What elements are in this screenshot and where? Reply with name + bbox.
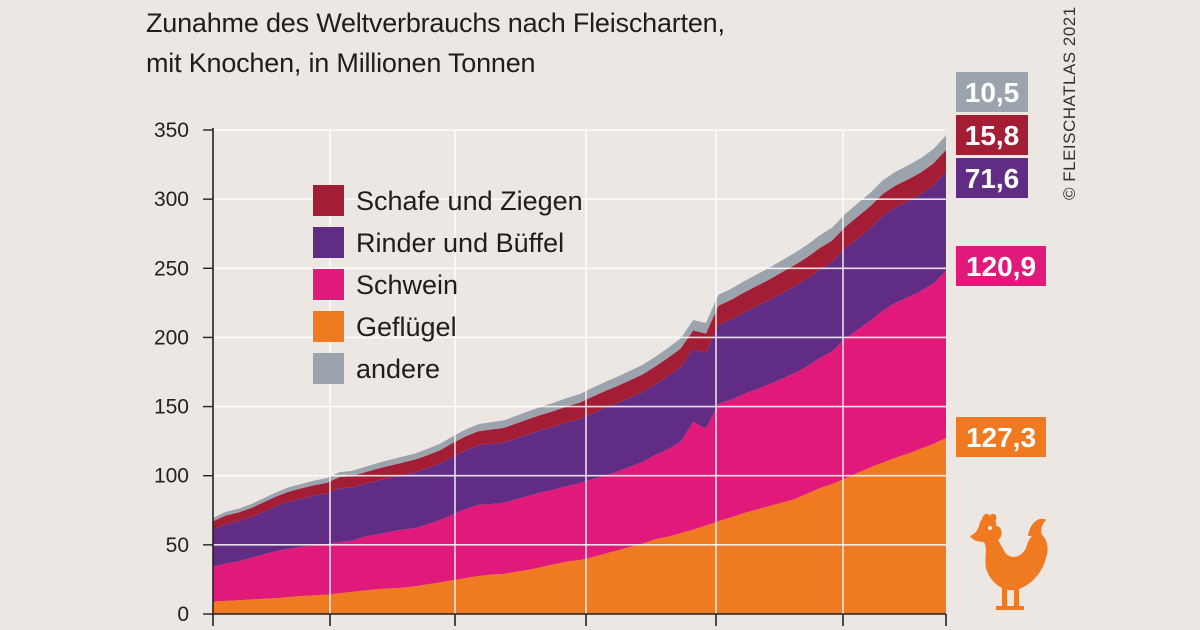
y-tick-label: 150 xyxy=(154,396,189,419)
end-value-label: 10,5 xyxy=(965,77,1020,108)
end-value-badge: 10,5 xyxy=(956,72,1028,112)
y-tick-label: 350 xyxy=(154,119,189,142)
chicken-comb xyxy=(982,513,997,520)
end-value-label: 127,3 xyxy=(966,422,1036,453)
end-value-badge-box xyxy=(956,417,1046,457)
chicken-leg xyxy=(1014,588,1019,606)
legend-swatch xyxy=(313,185,344,216)
legend-swatch xyxy=(313,269,344,300)
end-value-badge-box xyxy=(956,246,1046,286)
area-rinder-und-bueffel xyxy=(213,171,946,568)
area-layers xyxy=(213,135,946,614)
legend-label: Rinder und Büffel xyxy=(356,228,564,258)
chart-title-line-2: mit Knochen, in Millionen Tonnen xyxy=(146,48,536,78)
chicken-icon xyxy=(970,513,1048,610)
legend-swatch xyxy=(313,227,344,258)
end-value-badge: 15,8 xyxy=(956,115,1028,155)
legend-label: andere xyxy=(356,354,440,384)
end-value-badge: 127,3 xyxy=(956,417,1046,457)
legend-swatch xyxy=(313,311,344,342)
end-value-label: 71,6 xyxy=(965,163,1020,194)
y-tick-label: 250 xyxy=(154,257,189,280)
y-tick-label: 300 xyxy=(154,188,189,211)
legend-label: Schafe und Ziegen xyxy=(356,186,583,216)
chicken-eye xyxy=(988,526,992,530)
end-value-badge-box xyxy=(956,115,1028,155)
y-tick-label: 50 xyxy=(166,534,189,557)
chicken-feet xyxy=(996,606,1024,610)
copyright-credit: © FLEISCHATLAS 2021 xyxy=(1060,6,1079,200)
area-gefluegel xyxy=(213,438,946,614)
area-schwein xyxy=(213,270,946,602)
y-tick-label: 100 xyxy=(154,465,189,488)
end-value-badge-box xyxy=(956,72,1028,112)
legend-label: Schwein xyxy=(356,270,458,300)
legend: Schafe und Ziegen Rinder und Büffel Schwei… xyxy=(313,185,583,384)
end-value-badge: 71,6 xyxy=(956,158,1028,198)
chicken-leg xyxy=(1002,588,1007,606)
legend-label: Geflügel xyxy=(356,312,457,342)
legend-swatch xyxy=(313,353,344,384)
end-value-label: 15,8 xyxy=(965,120,1020,151)
end-value-badge: 120,9 xyxy=(956,246,1046,286)
y-tick-label: 0 xyxy=(177,603,189,626)
end-value-label: 120,9 xyxy=(966,251,1036,282)
chicken-tail xyxy=(1028,518,1046,536)
y-tick-label: 200 xyxy=(154,326,189,349)
chicken-body xyxy=(970,516,1048,591)
chart-title-line-1: Zunahme des Weltverbrauchs nach Fleischa… xyxy=(146,8,725,38)
end-value-badge-box xyxy=(956,158,1028,198)
